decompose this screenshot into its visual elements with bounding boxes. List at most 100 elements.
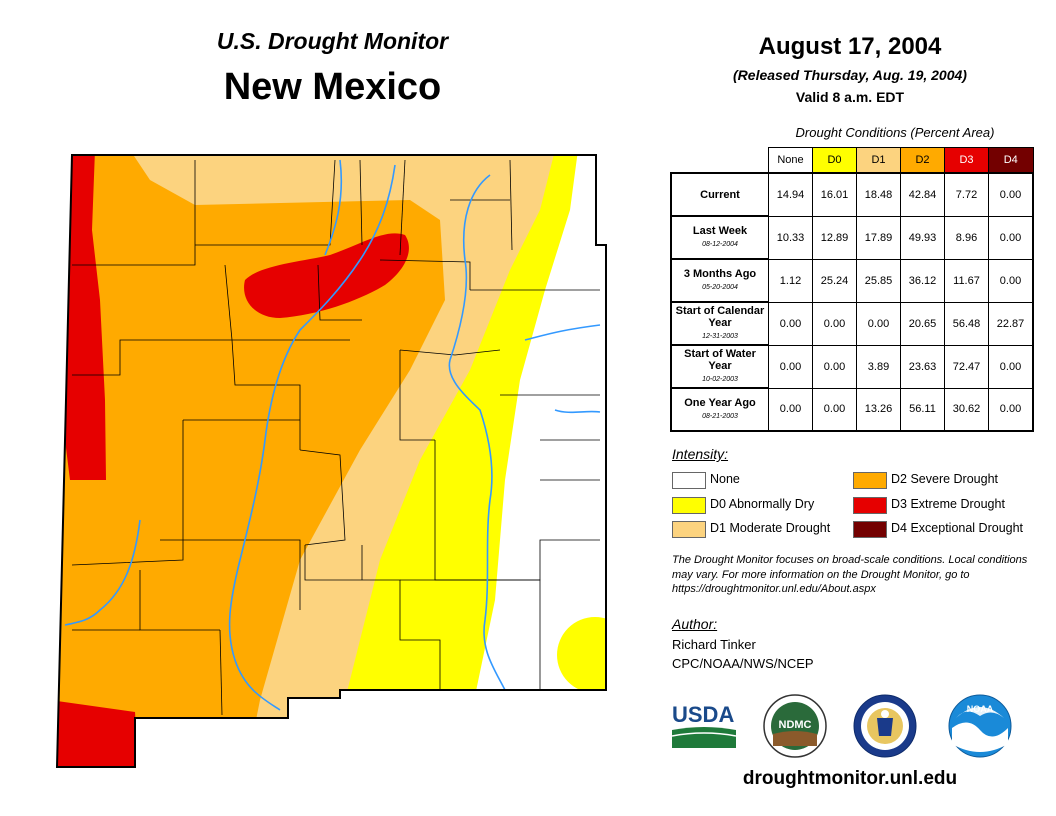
table-cell: 0.00: [768, 387, 813, 432]
table-cell: 3.89: [856, 344, 901, 389]
table-row: Current 14.94 16.01 18.48 42.84 7.72 0.00: [670, 172, 1034, 217]
table-title: Drought Conditions (Percent Area): [795, 125, 995, 140]
table-cell: 25.85: [856, 258, 901, 303]
state-title: New Mexico: [223, 66, 442, 108]
row-label-text: 3 Months Ago: [683, 267, 757, 280]
table-cell: 42.84: [900, 172, 945, 217]
row-label-text: One Year Ago: [684, 396, 756, 409]
table-cell: 0.00: [988, 344, 1034, 389]
table-cell: 0.00: [768, 344, 813, 389]
release-date: (Released Thursday, Aug. 19, 2004): [733, 67, 967, 83]
legend-label: None: [710, 472, 740, 486]
table-cell: 0.00: [812, 387, 857, 432]
legend-label: D1 Moderate Drought: [710, 521, 831, 535]
table-cell: 36.12: [900, 258, 945, 303]
author-org: CPC/NOAA/NWS/NCEP: [672, 656, 814, 671]
table-cell: 10.33: [768, 215, 813, 260]
table-row: 3 Months Ago 05-20-2004 1.12 25.24 25.85 36.1…: [670, 258, 1034, 303]
table-cell: 0.00: [988, 172, 1034, 217]
table-cell: 17.89: [856, 215, 901, 260]
noaa-logo: NOAA: [948, 694, 1012, 758]
ndmc-logo-text: NDMC: [779, 719, 812, 731]
table-cell: 0.00: [768, 301, 813, 346]
table-cell: 16.01: [812, 172, 857, 217]
legend-label: D3 Extreme Drought: [891, 497, 1005, 511]
row-label-text: Start of Water Year: [684, 347, 756, 372]
drought-map: [55, 154, 607, 768]
row-label: Last Week 08-12-2004: [670, 215, 769, 260]
legend-swatch: [853, 497, 887, 514]
map-date: August 17, 2004: [758, 33, 942, 60]
table-cell: 1.12: [768, 258, 813, 303]
row-label: 3 Months Ago 05-20-2004: [670, 258, 769, 303]
row-label: Start of Calendar Year 12-31-2003: [670, 301, 769, 346]
row-label-text: Current: [700, 188, 740, 201]
disclaimer-note: The Drought Monitor focuses on broad-sca…: [672, 554, 1028, 595]
d3-north: [244, 233, 409, 318]
noaa-logo-text: NOAA: [967, 704, 994, 714]
table-cell: 0.00: [988, 387, 1034, 432]
state-outline: [55, 154, 607, 768]
col-d2: D2: [900, 147, 945, 174]
legend-swatch: [853, 521, 887, 538]
row-label: Current: [670, 172, 769, 217]
row-date: 10-02-2003: [702, 375, 738, 383]
row-date: 05-20-2004: [702, 283, 738, 291]
table-cell: 22.87: [988, 301, 1034, 346]
table-cell: 25.24: [812, 258, 857, 303]
row-date: 12-31-2003: [702, 332, 738, 340]
table-cell: 12.89: [812, 215, 857, 260]
table-cell: 49.93: [900, 215, 945, 260]
author-name: Richard Tinker: [672, 637, 756, 652]
usda-logo-text: USDA: [672, 702, 734, 727]
row-date: 08-21-2003: [702, 412, 738, 420]
d3-west: [60, 155, 106, 480]
row-label: Start of Water Year 10-02-2003: [670, 344, 769, 389]
table-cell: 20.65: [900, 301, 945, 346]
table-cell: 11.67: [944, 258, 989, 303]
row-label: One Year Ago 08-21-2003: [670, 387, 769, 432]
drought-table: None D0 D1 D2 D3 D4 Current 14.94 16.01 18.…: [670, 147, 1034, 432]
table-cell: 56.48: [944, 301, 989, 346]
table-cell: 30.62: [944, 387, 989, 432]
col-none: None: [768, 147, 813, 174]
legend-title: Intensity:: [672, 446, 729, 462]
table-cell: 8.96: [944, 215, 989, 260]
table-cell: 72.47: [944, 344, 989, 389]
table-cell: 18.48: [856, 172, 901, 217]
col-d1: D1: [856, 147, 901, 174]
col-d3: D3: [944, 147, 989, 174]
table-cell: 23.63: [900, 344, 945, 389]
table-cell: 0.00: [812, 344, 857, 389]
table-cell: 7.72: [944, 172, 989, 217]
table-cell: 13.26: [856, 387, 901, 432]
table-cell: 0.00: [812, 301, 857, 346]
table-corner: [671, 148, 769, 174]
d0-spot: [557, 617, 606, 693]
row-label-text: Start of Calendar Year: [675, 304, 765, 329]
table-cell: 0.00: [856, 301, 901, 346]
table-row: Start of Calendar Year 12-31-2003 0.00 0.00…: [670, 301, 1034, 346]
row-label-text: Last Week: [692, 224, 748, 237]
legend-swatch: [672, 521, 706, 538]
author-title: Author:: [672, 616, 718, 632]
legend-label: D4 Exceptional Drought: [891, 521, 1024, 535]
col-d0: D0: [812, 147, 857, 174]
legend-swatch: [853, 472, 887, 489]
table-cell: 14.94: [768, 172, 813, 217]
valid-time: Valid 8 a.m. EDT: [795, 89, 905, 105]
d3-southwest: [57, 700, 140, 767]
col-d4: D4: [988, 147, 1034, 174]
table-cell: 0.00: [988, 258, 1034, 303]
ndmc-logo: NDMC: [763, 694, 827, 758]
legend-swatch: [672, 497, 706, 514]
row-date: 08-12-2004: [702, 240, 738, 248]
legend-swatch: [672, 472, 706, 489]
map-subtitle: U.S. Drought Monitor: [216, 28, 449, 54]
table-row: Start of Water Year 10-02-2003 0.00 0.00 3.8…: [670, 344, 1034, 389]
website-url[interactable]: droughtmonitor.unl.edu: [742, 768, 958, 789]
legend-label: D2 Severe Drought: [891, 472, 999, 486]
table-cell: 0.00: [988, 215, 1034, 260]
commerce-seal-icon: [853, 694, 917, 758]
table-row: One Year Ago 08-21-2003 0.00 0.00 13.26 56.11…: [670, 387, 1034, 432]
